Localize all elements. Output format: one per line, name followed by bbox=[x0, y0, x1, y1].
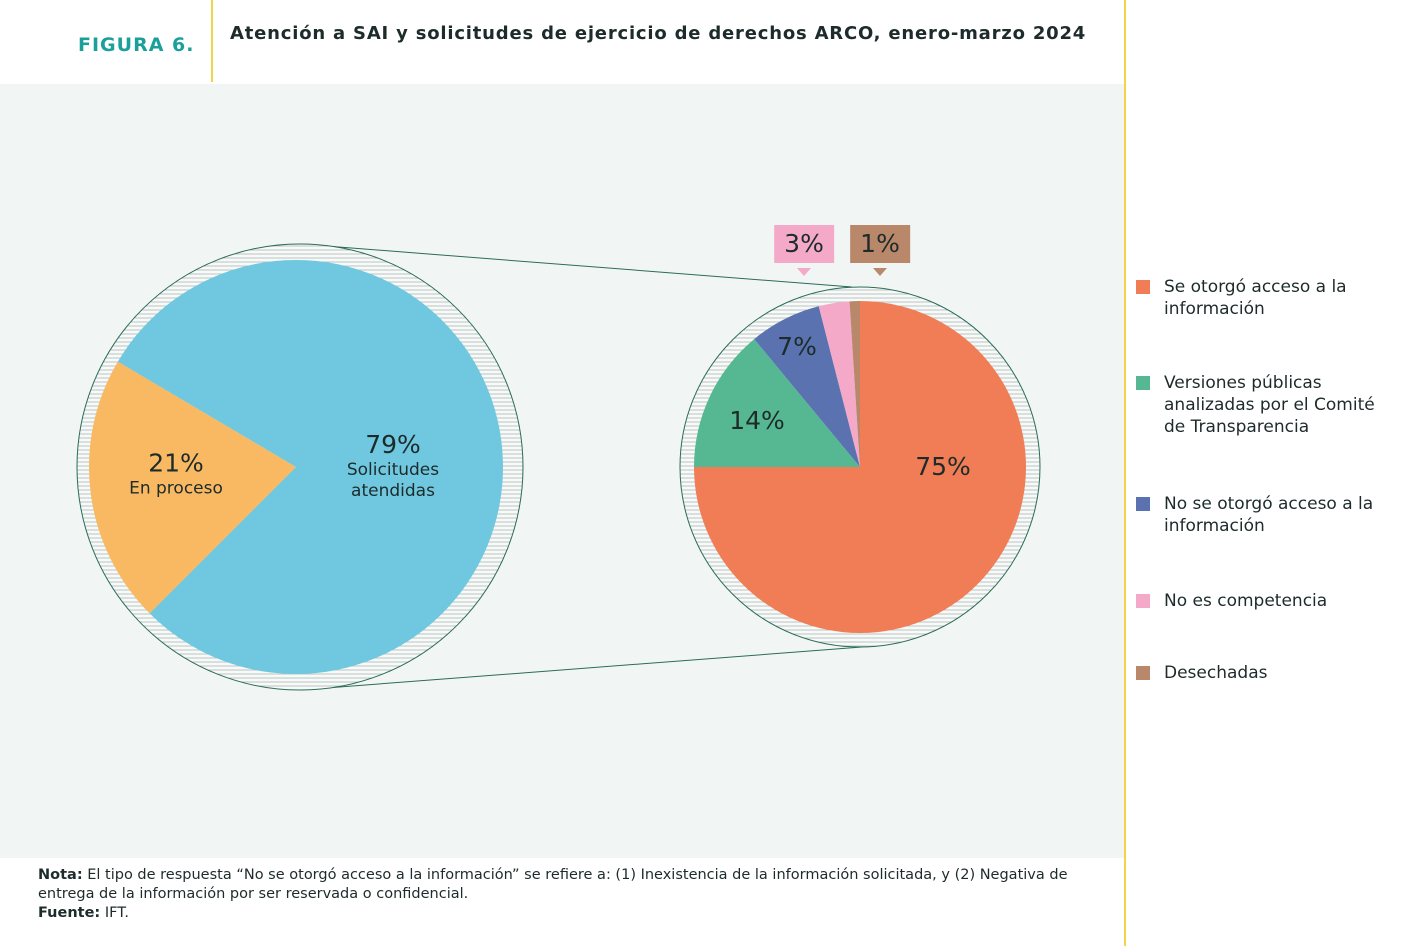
value-label: 75% bbox=[915, 452, 971, 481]
source-text: IFT. bbox=[104, 905, 129, 921]
legend-label: Desechadas bbox=[1164, 663, 1268, 683]
label-pointer bbox=[797, 268, 811, 276]
figure-label: FIGURA 6. bbox=[78, 34, 195, 56]
legend-label: Versiones públicas analizadas por el Com… bbox=[1164, 373, 1375, 437]
note-label: Nota: bbox=[38, 867, 83, 883]
pie-slice bbox=[694, 339, 860, 467]
pie-slice bbox=[117, 259, 503, 674]
value-label: 7% bbox=[777, 332, 817, 361]
pie-slice bbox=[754, 306, 860, 467]
slices bbox=[88, 259, 1026, 674]
category-label: Solicitudes atendidas bbox=[346, 460, 440, 501]
legend-swatch bbox=[1136, 497, 1150, 511]
legend-swatch bbox=[1136, 594, 1150, 608]
data-label: 3% bbox=[774, 225, 834, 263]
data-label: 1% bbox=[850, 225, 910, 263]
legend-item: Versiones públicas analizadas por el Com… bbox=[1136, 372, 1396, 438]
legend-swatch bbox=[1136, 376, 1150, 390]
data-label: 79% Solicitudes atendidas bbox=[308, 430, 478, 502]
pie-slice bbox=[849, 301, 860, 467]
value-label: 14% bbox=[729, 406, 785, 435]
legend-label: Se otorgó acceso a la información bbox=[1164, 277, 1347, 319]
legend-swatch bbox=[1136, 280, 1150, 294]
legend-item: Desechadas bbox=[1136, 662, 1396, 684]
value-label: 79% bbox=[365, 430, 421, 459]
value-label: 21% bbox=[148, 448, 204, 478]
legend-item: Se otorgó acceso a la información bbox=[1136, 276, 1396, 320]
connector bbox=[299, 646, 863, 691]
connector bbox=[299, 243, 853, 288]
value-label: 1% bbox=[860, 229, 900, 258]
legend-label: No se otorgó acceso a la información bbox=[1164, 494, 1374, 536]
value-label: 3% bbox=[784, 229, 824, 258]
data-label: 21% En proceso bbox=[91, 449, 261, 500]
data-label: 75% bbox=[915, 452, 971, 482]
source: Fuente: IFT. bbox=[38, 904, 1108, 923]
legend-item: No es competencia bbox=[1136, 590, 1396, 612]
legend-swatch bbox=[1136, 666, 1150, 680]
pie-slice bbox=[818, 301, 860, 467]
source-label: Fuente: bbox=[38, 905, 101, 921]
data-label: 14% bbox=[729, 406, 785, 436]
note-text: El tipo de respuesta “No se otorgó acces… bbox=[38, 867, 1068, 902]
category-label: En proceso bbox=[129, 478, 223, 499]
pie-slice bbox=[88, 361, 296, 614]
data-label: 7% bbox=[777, 332, 817, 362]
label-pointer bbox=[873, 268, 887, 276]
note: Nota: El tipo de respuesta “No se otorgó… bbox=[38, 866, 1108, 904]
legend-item: No se otorgó acceso a la información bbox=[1136, 493, 1396, 537]
chart-title: Atención a SAI y solicitudes de ejercici… bbox=[230, 23, 1087, 44]
footnote: Nota: El tipo de respuesta “No se otorgó… bbox=[38, 866, 1108, 923]
legend-label: No es competencia bbox=[1164, 591, 1328, 611]
